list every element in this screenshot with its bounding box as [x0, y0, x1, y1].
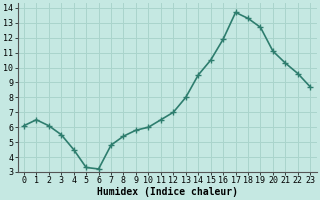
X-axis label: Humidex (Indice chaleur): Humidex (Indice chaleur) — [97, 186, 237, 197]
